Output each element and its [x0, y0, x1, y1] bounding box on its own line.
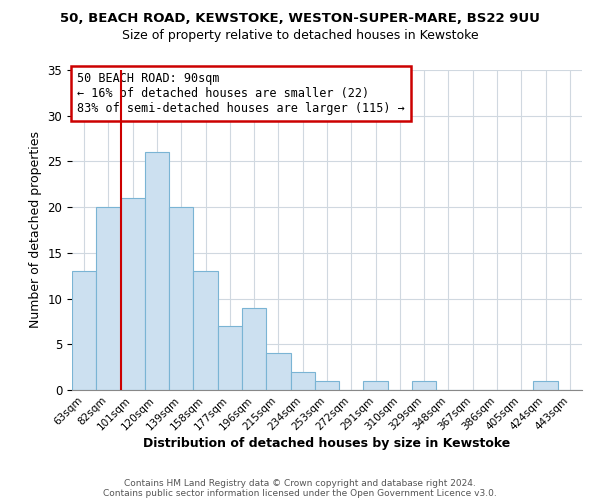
Bar [169, 207, 193, 390]
Text: Contains HM Land Registry data © Crown copyright and database right 2024.: Contains HM Land Registry data © Crown c… [124, 478, 476, 488]
Bar [315, 381, 339, 390]
Text: Contains public sector information licensed under the Open Government Licence v3: Contains public sector information licen… [103, 488, 497, 498]
Bar [412, 381, 436, 390]
Bar [96, 207, 121, 390]
Bar [121, 198, 145, 390]
Bar [242, 308, 266, 390]
Bar [145, 152, 169, 390]
Bar [266, 354, 290, 390]
Bar [290, 372, 315, 390]
Text: Size of property relative to detached houses in Kewstoke: Size of property relative to detached ho… [122, 29, 478, 42]
Bar [533, 381, 558, 390]
Y-axis label: Number of detached properties: Number of detached properties [29, 132, 42, 328]
Bar [364, 381, 388, 390]
Text: 50, BEACH ROAD, KEWSTOKE, WESTON-SUPER-MARE, BS22 9UU: 50, BEACH ROAD, KEWSTOKE, WESTON-SUPER-M… [60, 12, 540, 26]
Text: 50 BEACH ROAD: 90sqm
← 16% of detached houses are smaller (22)
83% of semi-detac: 50 BEACH ROAD: 90sqm ← 16% of detached h… [77, 72, 405, 114]
Bar [72, 271, 96, 390]
X-axis label: Distribution of detached houses by size in Kewstoke: Distribution of detached houses by size … [143, 438, 511, 450]
Bar [193, 271, 218, 390]
Bar [218, 326, 242, 390]
